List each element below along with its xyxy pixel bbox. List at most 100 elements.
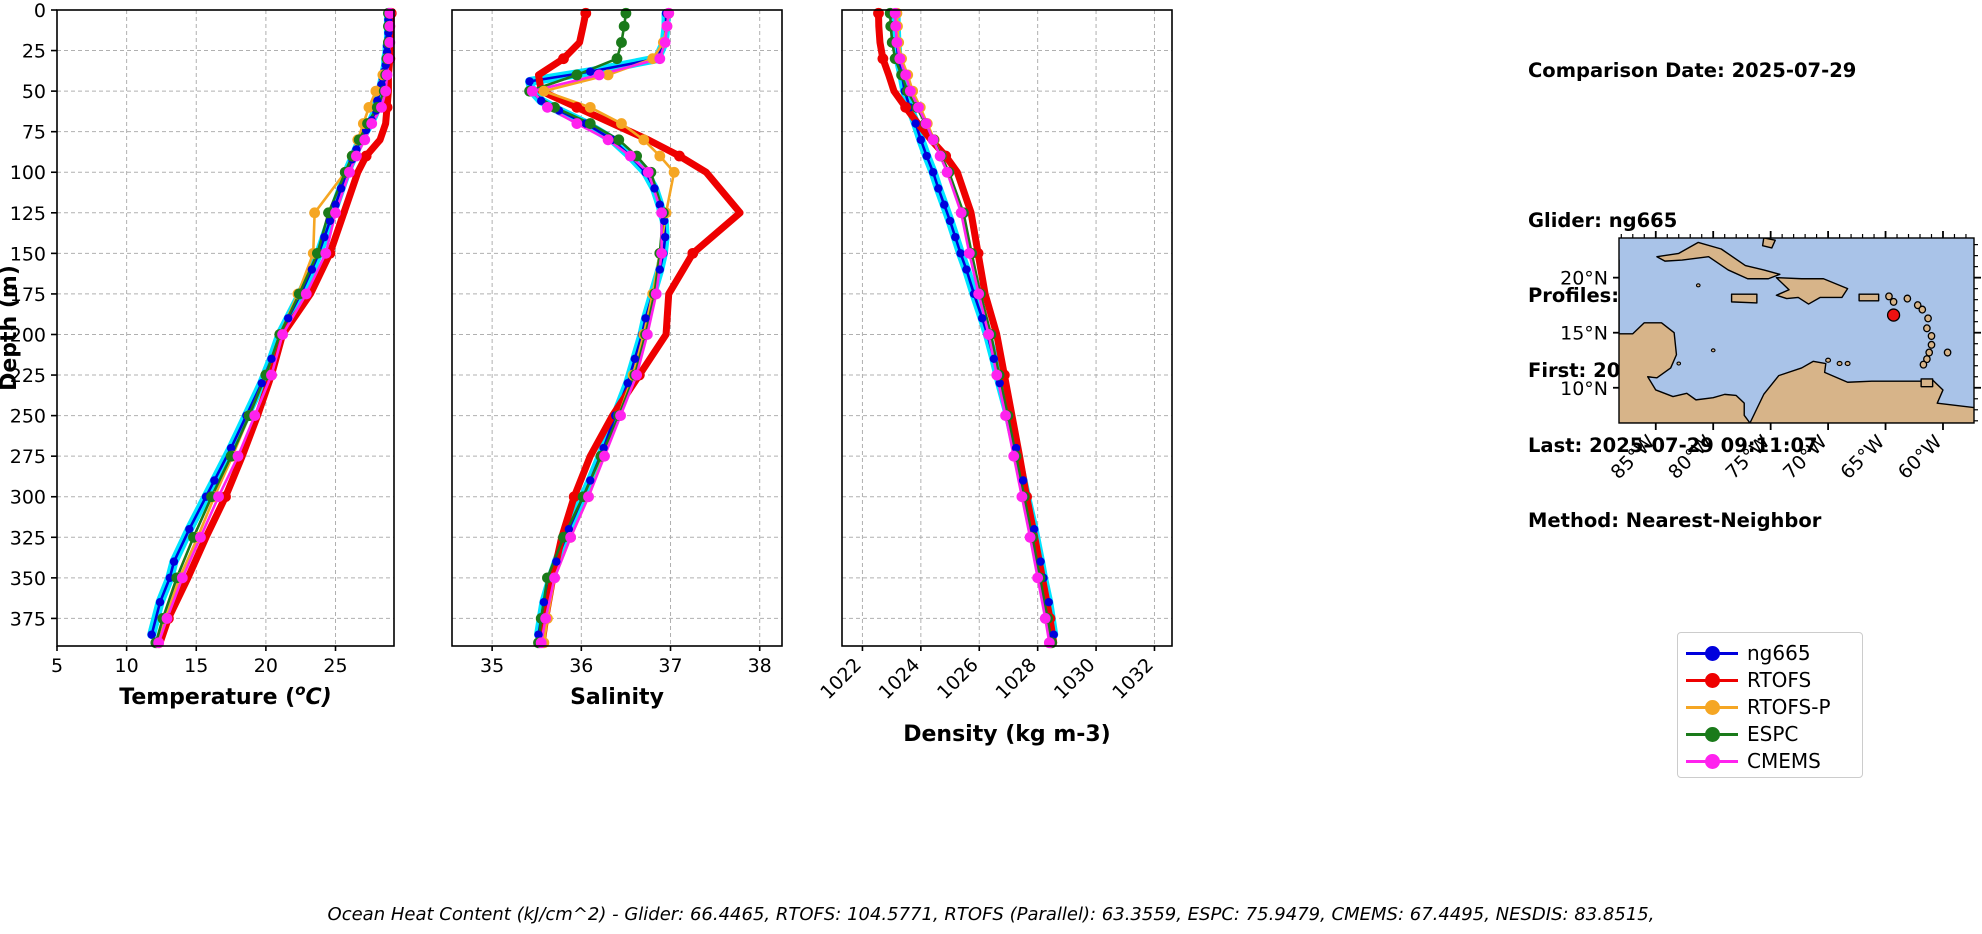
data-point-espc (618, 20, 630, 32)
legend-item-cmems[interactable]: CMEMS (1686, 747, 1854, 774)
data-point-ng665 (623, 378, 632, 388)
data-point-cmems (602, 134, 614, 146)
legend-label: RTOFS-P (1747, 694, 1831, 719)
land-lesser-antilles-5 (1924, 314, 1932, 323)
plot-background (57, 10, 394, 646)
data-point-cmems (913, 101, 924, 113)
data-point-ng665 (641, 314, 650, 323)
data-point-ng665 (1036, 557, 1045, 566)
data-point-espc (611, 53, 623, 65)
data-point-cmems (659, 37, 671, 48)
data-point-espc (312, 247, 323, 259)
data-point-cmems (351, 150, 362, 162)
data-point-rtofs-p (616, 118, 627, 129)
last-profile-time: Last: 2025-07-29 09:11:07 (1528, 434, 1818, 457)
y-tick-label: 75 (22, 122, 46, 144)
data-point-cmems (384, 37, 396, 48)
data-point-ng665 (336, 184, 346, 193)
y-tick-label: 125 (10, 203, 46, 225)
data-point-rtofs (687, 247, 699, 259)
legend-item-rtofs-p[interactable]: RTOFS-P (1686, 693, 1854, 720)
data-point-cmems (381, 69, 393, 81)
legend-item-rtofs[interactable]: RTOFS (1686, 666, 1854, 693)
data-point-cmems (973, 288, 985, 300)
land-lesser-antilles-8 (1927, 340, 1936, 349)
data-point-cmems (890, 20, 902, 32)
land-puerto-rico (1858, 293, 1880, 302)
y-tick-label: 275 (10, 446, 46, 468)
data-point-cmems (656, 247, 667, 259)
data-point-ng665 (650, 184, 659, 193)
data-point-cmems (894, 53, 906, 65)
data-point-ng665 (630, 354, 640, 364)
data-point-espc (571, 69, 583, 81)
data-point-ng665 (536, 96, 546, 106)
data-point-espc (616, 37, 627, 48)
legend-swatch-icon (1686, 752, 1738, 770)
data-point-ng665 (660, 216, 669, 226)
data-point-rtofs (360, 150, 372, 162)
data-point-ng665 (552, 557, 561, 566)
y-tick-label: 175 (10, 284, 46, 306)
x-tick-label: 1030 (1050, 654, 1100, 704)
data-point-cmems (549, 572, 560, 584)
x-tick-label: 1024 (875, 654, 925, 704)
map-lat-label: 15°N (1560, 323, 1608, 345)
degree-symbol: o (295, 681, 305, 699)
data-point-cmems (176, 572, 188, 584)
method: Method: Nearest-Neighbor (1528, 509, 1822, 532)
data-point-ng665 (210, 476, 219, 485)
ocean-heat-content-footer: Ocean Heat Content (kJ/cm^2) - Glider: 6… (327, 904, 1655, 925)
x-axis-title-2: Salinity (570, 685, 664, 710)
legend-label: CMEMS (1747, 748, 1821, 773)
unit-c: C) (306, 685, 332, 710)
y-axis-title: Depth (m) (0, 265, 22, 391)
data-point-ng665 (951, 232, 960, 242)
data-point-espc (584, 118, 596, 129)
data-point-ng665 (977, 314, 987, 323)
plot-frame (56, 9, 395, 647)
legend-item-espc[interactable]: ESPC (1686, 720, 1854, 747)
data-point-cmems (249, 410, 261, 422)
data-point-cmems (642, 166, 654, 178)
data-point-ng665 (564, 524, 574, 534)
plot-panel-2: 35 36 37 38 Salinity (451, 7, 783, 710)
series-legend: ng665 RTOFS RTOFS-P ESPC CMEMS (1677, 632, 1863, 778)
data-point-ng665 (660, 232, 670, 242)
data-point-rtofs-p (538, 85, 550, 97)
data-point-rtofs-p (584, 101, 596, 113)
x-tick-label: 10 (115, 655, 139, 677)
data-point-ng665 (283, 314, 293, 323)
land-speck-0 (1695, 283, 1701, 288)
data-point-cmems (920, 118, 932, 129)
x-tick-label: 38 (748, 655, 772, 677)
y-tick-label: 225 (10, 365, 46, 387)
x-tick-label: 1022 (816, 654, 866, 704)
data-point-rtofs (900, 101, 912, 113)
glider-id: Glider: ng665 (1528, 209, 1678, 232)
data-point-ng665 (525, 77, 534, 86)
plot-background (842, 10, 1172, 646)
land-trinidad (1920, 378, 1934, 388)
data-point-ng665 (1044, 597, 1053, 607)
data-point-ng665 (1049, 630, 1058, 639)
data-point-cmems (599, 450, 610, 462)
data-point-ng665 (320, 232, 329, 242)
location-map: 20°N 15°N 10°N 85°W 80°W 75°W 70°W 65°W 60°W (1560, 231, 1981, 484)
x-tick-label: 20 (254, 655, 278, 677)
data-point-ng665 (331, 200, 340, 209)
data-point-ng665 (534, 630, 543, 639)
data-point-ng665 (945, 216, 955, 226)
map-lon-label: 60°W (1894, 431, 1947, 484)
data-point-cmems (213, 491, 224, 503)
plot-frame (451, 9, 783, 647)
map-landmasses (1619, 238, 1974, 423)
data-point-rtofs-p (363, 101, 375, 113)
data-point-cmems (330, 207, 341, 219)
map-lon-label: 65°W (1836, 431, 1889, 484)
data-point-ng665 (1018, 476, 1028, 485)
legend-item-ng665[interactable]: ng665 (1686, 639, 1854, 666)
data-point-ng665 (1029, 524, 1039, 534)
data-point-ng665 (147, 630, 156, 639)
